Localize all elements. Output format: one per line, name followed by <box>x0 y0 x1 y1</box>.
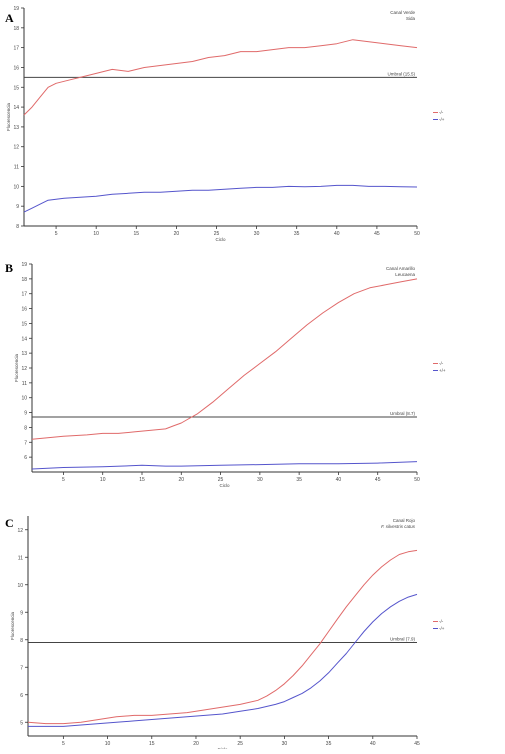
x-tick-label: 10 <box>105 741 111 747</box>
species-label: Leucaena <box>395 272 415 277</box>
x-tick-label: 30 <box>254 231 260 237</box>
y-tick-label: 16 <box>13 65 19 71</box>
x-tick-label: 30 <box>257 477 263 483</box>
x-tick-label: 35 <box>326 741 332 747</box>
series-line-red <box>27 549 418 725</box>
y-tick-label: 6 <box>20 693 23 699</box>
y-tick-label: 17 <box>13 46 19 52</box>
y-axis-label: Fluorescencia <box>10 611 15 640</box>
y-tick-label: 7 <box>24 440 27 446</box>
y-tick-label: 14 <box>21 336 27 342</box>
chart-panel-b: B 6 7 8 9 10 11 12 13 14 15 16 17 18 19 5 10 15 20 25 30 35 40… <box>5 261 446 488</box>
y-tick-label: 10 <box>21 396 27 402</box>
chart-panel-c: C5678910111251015202530354045CicloFluore… <box>5 516 445 752</box>
y-tick-label: 8 <box>24 425 27 431</box>
y-tick-label: 9 <box>24 411 27 417</box>
y-tick-label: 8 <box>20 638 23 644</box>
y-axis-label: Fluorescencia <box>6 102 11 131</box>
y-tick-label: 6 <box>24 455 27 461</box>
species-label: F. silvestris catus <box>381 524 416 529</box>
x-tick-label: 15 <box>134 231 140 237</box>
x-tick-label: 15 <box>149 741 155 747</box>
x-tick-label: 35 <box>294 231 300 237</box>
y-tick-label: 19 <box>13 6 19 12</box>
x-tick-label: 15 <box>139 477 145 483</box>
series-line-red <box>23 39 418 116</box>
y-tick-label: 15 <box>13 85 19 91</box>
threshold-label: Umbral (15.5) <box>387 71 415 76</box>
y-tick-label: 5 <box>20 720 23 726</box>
y-tick-label: 18 <box>13 26 19 32</box>
y-tick-label: 15 <box>21 321 27 327</box>
y-tick-label: 13 <box>21 351 27 357</box>
threshold-label: Umbral (8.7) <box>390 411 416 416</box>
y-tick-label: 16 <box>21 307 27 313</box>
threshold-label: Umbral (7.9) <box>390 637 416 642</box>
x-tick-label: 45 <box>375 477 381 483</box>
y-tick-label: 19 <box>21 262 27 268</box>
legend-entry: -/- <box>439 110 444 115</box>
y-tick-label: 13 <box>13 125 19 131</box>
x-tick-label: 5 <box>62 741 65 747</box>
x-axis-label: Ciclo <box>215 237 225 242</box>
panel-label: C <box>5 516 14 530</box>
y-axis-label: Fluorescencia <box>14 353 19 382</box>
x-tick-label: 5 <box>55 231 58 237</box>
y-tick-label: 7 <box>20 665 23 671</box>
y-tick-label: 17 <box>21 292 27 298</box>
series-line-red <box>31 278 418 440</box>
y-tick-label: 12 <box>21 366 27 372</box>
x-axis-label: Ciclo <box>219 483 229 488</box>
x-tick-label: 10 <box>93 231 99 237</box>
channel-label: Canal Verde <box>390 10 415 15</box>
y-tick-label: 9 <box>16 204 19 210</box>
channel-label: Canal Amarillo <box>386 266 416 271</box>
panel-label: A <box>5 11 14 25</box>
x-tick-label: 40 <box>370 741 376 747</box>
legend-entry: -/+ <box>439 626 445 631</box>
y-tick-label: 10 <box>13 184 19 190</box>
x-tick-label: 10 <box>100 477 106 483</box>
y-tick-label: 11 <box>18 555 23 561</box>
x-tick-label: 20 <box>179 477 185 483</box>
y-tick-label: 12 <box>17 528 23 534</box>
x-tick-label: 30 <box>282 741 288 747</box>
legend-entry: +/+ <box>439 368 446 373</box>
x-tick-label: 45 <box>414 741 420 747</box>
series-line-blue <box>28 593 418 727</box>
y-tick-label: 14 <box>13 105 19 111</box>
x-tick-label: 25 <box>237 741 243 747</box>
x-tick-label: 50 <box>414 477 420 483</box>
x-tick-label: 35 <box>296 477 302 483</box>
series-line-blue <box>31 461 418 470</box>
x-tick-label: 45 <box>374 231 380 237</box>
x-tick-label: 25 <box>218 477 224 483</box>
y-tick-label: 11 <box>14 165 19 171</box>
channel-label: Canal Rojo <box>393 518 416 523</box>
x-tick-label: 20 <box>193 741 199 747</box>
legend-entry: -/- <box>439 361 444 366</box>
series-line-blue <box>23 184 418 213</box>
x-tick-label: 50 <box>414 231 420 237</box>
panel-label: B <box>5 261 13 275</box>
y-tick-label: 8 <box>16 224 19 230</box>
y-tick-label: 10 <box>17 583 23 589</box>
x-tick-label: 25 <box>214 231 220 237</box>
legend-entry: -/+ <box>439 117 445 122</box>
y-tick-label: 9 <box>20 610 23 616</box>
y-tick-label: 12 <box>13 145 19 151</box>
x-tick-label: 20 <box>174 231 180 237</box>
species-label: Sida <box>406 16 416 21</box>
x-tick-label: 40 <box>336 477 342 483</box>
x-tick-label: 5 <box>62 477 65 483</box>
y-tick-label: 18 <box>21 277 27 283</box>
legend-entry: -/- <box>439 619 444 624</box>
x-tick-label: 40 <box>334 231 340 237</box>
y-tick-label: 11 <box>22 381 27 387</box>
chart-panel-a: A 8 9 10 11 12 13 14 15 16 17 18 19 5 10 15 20 25 30 35 40 45… <box>5 6 445 242</box>
